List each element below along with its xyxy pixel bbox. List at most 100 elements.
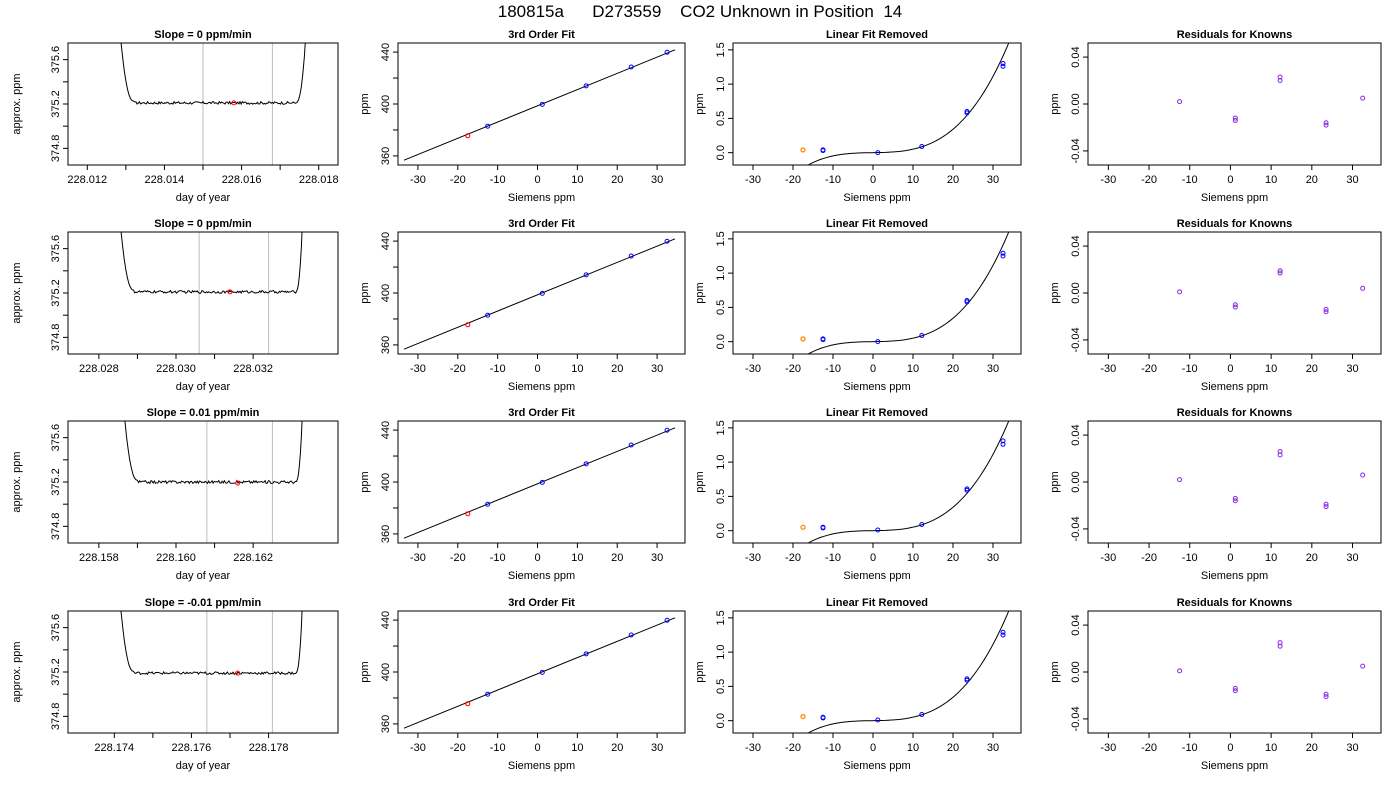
plot-area — [1177, 268, 1366, 315]
x-tick-label: 228.014 — [145, 174, 185, 186]
y-axis-label: ppm — [359, 661, 371, 682]
known-point — [964, 298, 970, 304]
known-point — [485, 691, 491, 697]
residual-point — [1323, 504, 1329, 510]
residual-point — [1277, 270, 1283, 276]
residual-point — [1323, 501, 1329, 507]
unknown-point — [800, 147, 806, 153]
plot-frame — [732, 231, 1022, 355]
x-tick-label: 20 — [1306, 363, 1318, 375]
x-tick-label: 10 — [907, 742, 919, 754]
panel-r3-c2: Linear Fit Removed -30 -20 -10 0 10 20 30 Siemen… — [694, 597, 1022, 772]
x-axis-label: Siemens ppm — [508, 760, 575, 772]
x-tick-label: 10 — [907, 174, 919, 186]
panel-r3-c1: 3rd Order Fit -30 -20 -10 0 10 20 30 Siemens ppm… — [359, 597, 686, 772]
x-tick-label: 0 — [534, 742, 540, 754]
residual-point — [1277, 74, 1283, 80]
x-tick-label: -10 — [490, 174, 506, 186]
x-tick-label: 0 — [1227, 552, 1233, 564]
cubic-curve — [807, 421, 1010, 543]
y-tick-label: 440 — [380, 421, 392, 439]
residual-point — [1232, 117, 1238, 123]
x-tick-label: 228.174 — [94, 742, 134, 754]
y-tick-label: 1.0 — [715, 265, 727, 280]
cubic-curve — [807, 43, 1010, 165]
x-tick-label: 0 — [534, 363, 540, 375]
plot-area — [120, 232, 303, 354]
residual-point — [1232, 115, 1238, 121]
y-tick-label: 400 — [380, 473, 392, 491]
x-tick-label: 10 — [907, 363, 919, 375]
residual-point — [1277, 268, 1283, 274]
residual-point — [1232, 688, 1238, 694]
y-tick-label: 0.5 — [715, 111, 727, 126]
y-tick-label: 0.00 — [1070, 282, 1082, 303]
x-tick-label: 30 — [987, 742, 999, 754]
x-axis-label: Siemens ppm — [843, 570, 910, 582]
x-tick-label: 30 — [1346, 174, 1358, 186]
x-tick-label: -30 — [1100, 363, 1116, 375]
y-tick-label: 0.00 — [1070, 93, 1082, 114]
x-tick-label: 20 — [947, 363, 959, 375]
x-tick-label: 0 — [534, 174, 540, 186]
x-axis-label: Siemens ppm — [1201, 381, 1268, 393]
panel-r1-c2: Linear Fit Removed -30 -20 -10 0 10 20 30 Siemen… — [694, 218, 1022, 393]
known-point — [485, 312, 491, 318]
x-tick-label: 20 — [1306, 742, 1318, 754]
y-tick-label: 0.04 — [1070, 46, 1082, 67]
known-point — [583, 272, 589, 278]
x-axis-label: Siemens ppm — [1201, 570, 1268, 582]
residual-point — [1232, 302, 1238, 308]
residual-point — [1360, 95, 1366, 101]
plot-frame — [1087, 42, 1382, 166]
residual-point — [1277, 449, 1283, 454]
x-tick-label: 228.032 — [233, 363, 273, 375]
fit-line — [403, 238, 676, 350]
plot-area — [800, 43, 1010, 165]
known-point — [539, 101, 545, 107]
plot-area — [403, 617, 676, 729]
x-tick-label: -10 — [490, 552, 506, 564]
x-tick-label: 10 — [1265, 742, 1277, 754]
residual-point — [1323, 306, 1329, 312]
y-tick-label: 375.6 — [50, 235, 62, 263]
y-axis-label: ppm — [1049, 661, 1061, 682]
x-tick-label: -20 — [450, 363, 466, 375]
known-point — [820, 336, 826, 342]
known-point — [539, 290, 545, 296]
panel-title: Linear Fit Removed — [826, 597, 928, 609]
x-tick-label: 30 — [987, 363, 999, 375]
x-tick-label: 30 — [1346, 363, 1358, 375]
x-tick-label: -30 — [410, 174, 426, 186]
residual-point — [1360, 472, 1366, 478]
known-point — [485, 501, 491, 507]
y-tick-label: 0.5 — [715, 300, 727, 315]
x-tick-label: 20 — [611, 363, 623, 375]
y-axis-label: ppm — [359, 471, 371, 492]
y-tick-label: 0.5 — [715, 679, 727, 694]
fit-line — [403, 427, 676, 539]
x-tick-label: -20 — [785, 363, 801, 375]
x-tick-label: 30 — [651, 363, 663, 375]
y-tick-label: 0.04 — [1070, 235, 1082, 256]
unknown-point — [465, 322, 471, 328]
x-tick-label: 30 — [651, 174, 663, 186]
known-point — [820, 714, 826, 720]
y-tick-label: 0.04 — [1070, 424, 1082, 445]
known-point — [583, 83, 589, 89]
x-tick-label: 228.030 — [156, 363, 196, 375]
x-axis-label: Siemens ppm — [843, 760, 910, 772]
plot-area — [1177, 449, 1366, 510]
y-tick-label: 1.0 — [715, 454, 727, 469]
panel-title: 3rd Order Fit — [508, 29, 575, 41]
known-point — [875, 339, 881, 345]
y-axis-label: ppm — [1049, 93, 1061, 114]
x-tick-label: 20 — [1306, 552, 1318, 564]
plot-area — [403, 49, 676, 161]
x-tick-label: 30 — [651, 552, 663, 564]
unknown-point — [800, 524, 806, 530]
residual-point — [1177, 289, 1183, 295]
y-tick-label: 375.2 — [50, 468, 62, 496]
unknown-point — [235, 480, 241, 486]
known-point — [919, 521, 925, 527]
